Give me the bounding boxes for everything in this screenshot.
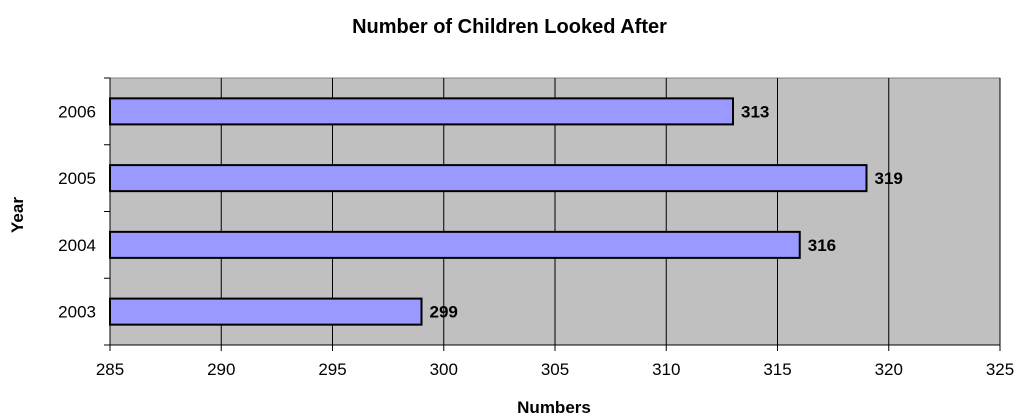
bar-2003 (109, 297, 423, 326)
y-tick-label: 2003 (58, 303, 96, 322)
data-label: 299 (430, 303, 458, 322)
x-axis-label: Numbers (517, 398, 591, 417)
bar-2004 (109, 230, 801, 259)
y-tick-label: 2005 (58, 169, 96, 188)
data-label: 313 (741, 102, 769, 121)
bar-2005 (109, 164, 868, 193)
x-tick-label: 320 (875, 360, 903, 379)
chart-title: Number of Children Looked After (352, 16, 667, 38)
x-tick-label: 300 (430, 360, 458, 379)
x-tick-label: 305 (541, 360, 569, 379)
data-label: 319 (875, 169, 903, 188)
x-tick-label: 285 (96, 360, 124, 379)
data-label: 316 (808, 236, 836, 255)
x-tick-label: 290 (207, 360, 235, 379)
x-tick-label: 325 (986, 360, 1014, 379)
x-tick-label: 295 (318, 360, 346, 379)
y-tick-label: 2006 (58, 102, 96, 121)
x-tick-label: 310 (652, 360, 680, 379)
bar-2006 (109, 97, 734, 126)
x-tick-label: 315 (763, 360, 791, 379)
y-tick-label: 2004 (58, 236, 96, 255)
